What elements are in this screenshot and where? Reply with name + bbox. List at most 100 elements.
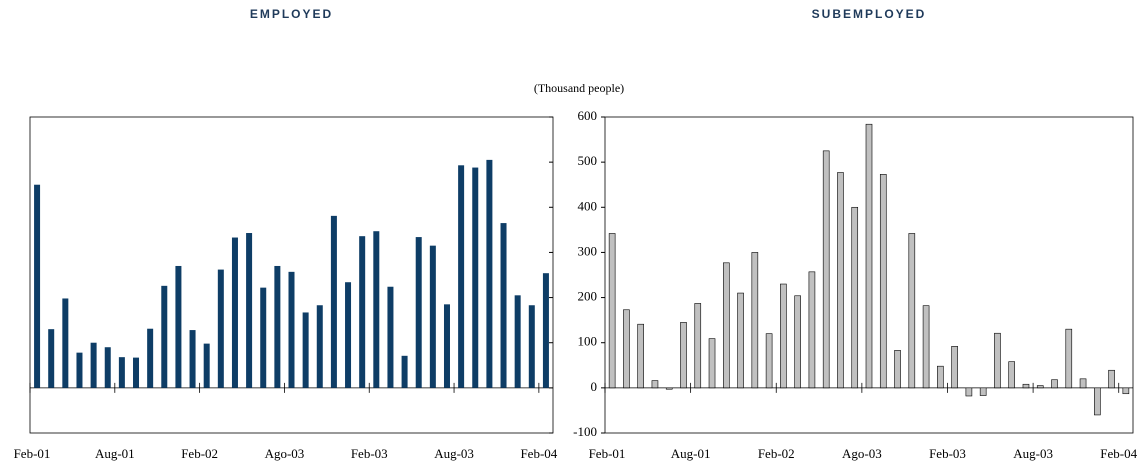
- bar: [175, 265, 182, 388]
- bar: [922, 305, 930, 389]
- chart-title: EMPLOYED: [250, 7, 333, 21]
- bar: [48, 329, 55, 388]
- x-tick-label: Aug-03: [434, 446, 474, 461]
- bar: [401, 355, 408, 388]
- bar: [865, 123, 873, 389]
- bar: [133, 357, 140, 388]
- bar: [608, 233, 616, 389]
- x-tick-label: Feb-01: [589, 446, 626, 461]
- bar: [708, 338, 716, 389]
- bar: [894, 350, 901, 389]
- bar: [837, 172, 844, 389]
- bar: [260, 287, 267, 388]
- y-tick-label: 400: [578, 198, 598, 213]
- bar: [104, 347, 111, 388]
- bar: [189, 330, 196, 388]
- bar: [1094, 387, 1101, 416]
- x-tick-label: Aug-01: [95, 446, 135, 461]
- bar: [765, 333, 773, 389]
- chart-title: SUBEMPLOYED: [812, 7, 927, 21]
- bar: [486, 159, 493, 388]
- bar: [994, 332, 1001, 389]
- bar: [231, 237, 238, 388]
- bar: [514, 295, 521, 388]
- bar: [34, 184, 41, 388]
- bar: [274, 265, 281, 388]
- bar: [1022, 383, 1030, 389]
- bar: [359, 236, 366, 388]
- bar: [879, 174, 887, 389]
- bar: [147, 328, 154, 388]
- bar: [90, 342, 97, 388]
- bar: [623, 309, 630, 389]
- bar: [118, 357, 125, 388]
- bar: [1008, 361, 1016, 389]
- bar: [203, 343, 210, 388]
- bar: [822, 150, 830, 389]
- bar: [665, 387, 673, 390]
- bar: [542, 273, 549, 388]
- bar: [722, 262, 730, 389]
- bar: [794, 295, 801, 389]
- bar: [345, 282, 352, 388]
- y-tick-label: 100: [578, 334, 598, 349]
- bar: [415, 237, 422, 388]
- x-tick-label: Feb-03: [351, 446, 388, 461]
- bar: [330, 215, 337, 388]
- bar: [1122, 387, 1130, 395]
- x-tick-label: Aug-03: [1013, 446, 1053, 461]
- y-tick-label: -100: [573, 424, 597, 439]
- x-tick-label: Feb-04: [1100, 446, 1137, 461]
- bar: [937, 365, 944, 389]
- x-tick-label: Feb-02: [181, 446, 218, 461]
- bar: [472, 167, 479, 388]
- axis-unit: (Thousand people): [534, 81, 624, 95]
- x-tick-label: Aug-01: [671, 446, 711, 461]
- bar: [429, 245, 436, 388]
- y-tick-label: 600: [578, 108, 598, 123]
- bar: [780, 283, 787, 389]
- plot-frame: [604, 116, 1134, 434]
- plot-frame: [29, 116, 554, 434]
- x-tick-label: Feb-02: [758, 446, 795, 461]
- bar: [316, 305, 323, 388]
- bar: [500, 223, 507, 388]
- bar: [528, 305, 535, 388]
- bar: [217, 269, 224, 388]
- bar: [908, 233, 916, 389]
- x-tick-label: Feb-04: [520, 446, 557, 461]
- bar: [951, 346, 958, 389]
- bar: [637, 323, 644, 389]
- bar: [373, 231, 380, 388]
- bar: [288, 271, 295, 388]
- x-tick-label: Ago-03: [265, 446, 305, 461]
- bar: [458, 165, 465, 388]
- bar: [1036, 385, 1044, 389]
- bar: [76, 352, 83, 388]
- bar: [651, 380, 659, 389]
- bar: [1079, 378, 1087, 389]
- bar: [302, 312, 309, 388]
- y-tick-label: 200: [578, 289, 598, 304]
- bar: [751, 252, 759, 389]
- bar: [851, 206, 859, 389]
- bar: [694, 303, 702, 389]
- bar: [246, 233, 253, 388]
- bar: [965, 387, 973, 397]
- bar: [1065, 328, 1073, 389]
- y-tick-label: 500: [578, 153, 598, 168]
- bar: [443, 304, 450, 388]
- bar: [1108, 369, 1115, 389]
- bar: [1051, 379, 1058, 389]
- bar: [979, 387, 987, 396]
- y-tick-label: 300: [578, 243, 598, 258]
- x-tick-label: Feb-01: [14, 446, 51, 461]
- bar: [808, 271, 816, 389]
- bar: [737, 292, 744, 389]
- x-tick-label: Feb-03: [929, 446, 966, 461]
- y-tick-label: 0: [591, 379, 598, 394]
- x-tick-label: Ago-03: [842, 446, 882, 461]
- bar: [161, 285, 168, 388]
- bar: [62, 298, 69, 388]
